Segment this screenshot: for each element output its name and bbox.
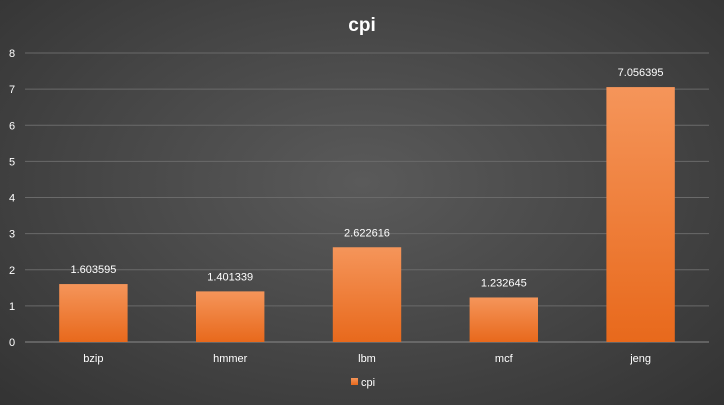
y-tick-label: 7 — [9, 84, 15, 96]
y-tick-label: 3 — [9, 229, 15, 241]
x-tick-label-jeng: jeng — [629, 353, 651, 365]
y-tick-label: 6 — [9, 120, 15, 132]
x-tick-label-lbm: lbm — [358, 353, 376, 365]
y-tick-label: 5 — [9, 156, 15, 168]
bar-lbm — [332, 247, 402, 342]
bar-bzip — [59, 284, 128, 342]
data-label-lbm: 2.622616 — [344, 227, 390, 239]
bars — [59, 87, 675, 342]
y-tick-label: 1 — [9, 301, 15, 313]
bar-jeng — [606, 87, 675, 342]
data-label-hmmer: 1.401339 — [207, 271, 253, 283]
bar-hmmer — [196, 291, 265, 342]
data-label-mcf: 1.232645 — [481, 277, 527, 289]
x-tick-label-hmmer: hmmer — [213, 353, 248, 365]
y-tick-label: 8 — [9, 48, 15, 60]
x-tick-label-bzip: bzip — [83, 353, 103, 365]
data-label-bzip: 1.603595 — [70, 264, 116, 276]
y-tick-label: 0 — [9, 337, 15, 349]
y-axis-ticks: 0 1 2 3 4 5 6 7 8 — [9, 48, 15, 349]
legend-label: cpi — [361, 377, 375, 389]
y-tick-label: 4 — [9, 193, 15, 205]
x-axis-ticks: bzip hmmer lbm mcf jeng — [83, 353, 651, 365]
legend: cpi — [351, 377, 375, 389]
data-label-jeng: 7.056395 — [618, 67, 664, 79]
y-tick-label: 2 — [9, 265, 15, 277]
x-tick-label-mcf: mcf — [495, 353, 514, 365]
chart-title: cpi — [348, 15, 375, 36]
bar-mcf — [469, 297, 538, 342]
gridlines — [25, 52, 709, 343]
data-labels: 1.603595 1.401339 2.622616 1.232645 7.056395 — [70, 67, 663, 289]
legend-swatch — [351, 378, 358, 385]
